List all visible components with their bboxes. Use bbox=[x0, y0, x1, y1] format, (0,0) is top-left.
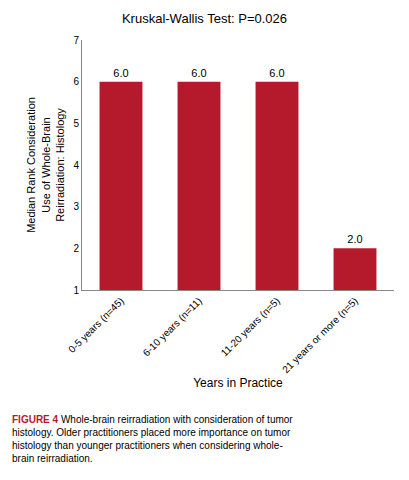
svg-text:0-5 years (n=45): 0-5 years (n=45) bbox=[66, 295, 126, 355]
svg-text:6.0: 6.0 bbox=[113, 67, 128, 79]
svg-text:6.0: 6.0 bbox=[191, 67, 206, 79]
svg-text:FIGURE 4 Whole-brain reirradia: FIGURE 4 Whole-brain reirradiation with … bbox=[12, 414, 293, 464]
svg-text:5: 5 bbox=[73, 118, 79, 129]
svg-text:2: 2 bbox=[73, 243, 79, 254]
svg-text:Years in Practice: Years in Practice bbox=[193, 376, 283, 390]
svg-text:7: 7 bbox=[73, 35, 79, 46]
svg-text:6: 6 bbox=[73, 76, 79, 87]
svg-text:2.0: 2.0 bbox=[347, 233, 362, 245]
svg-text:6-10 years (n=11): 6-10 years (n=11) bbox=[141, 295, 204, 358]
svg-text:Median Rank ConsiderationUse o: Median Rank ConsiderationUse of Whole-Br… bbox=[25, 97, 66, 233]
svg-text:21 years or more (n=5): 21 years or more (n=5) bbox=[280, 295, 360, 375]
svg-text:6.0: 6.0 bbox=[269, 67, 284, 79]
svg-text:11-20 years (n=5): 11-20 years (n=5) bbox=[219, 295, 282, 358]
svg-text:Kruskal-Wallis Test: P=0.026: Kruskal-Wallis Test: P=0.026 bbox=[122, 11, 287, 26]
svg-text:4: 4 bbox=[73, 160, 79, 171]
svg-text:1: 1 bbox=[73, 285, 79, 296]
svg-text:3: 3 bbox=[73, 201, 79, 212]
